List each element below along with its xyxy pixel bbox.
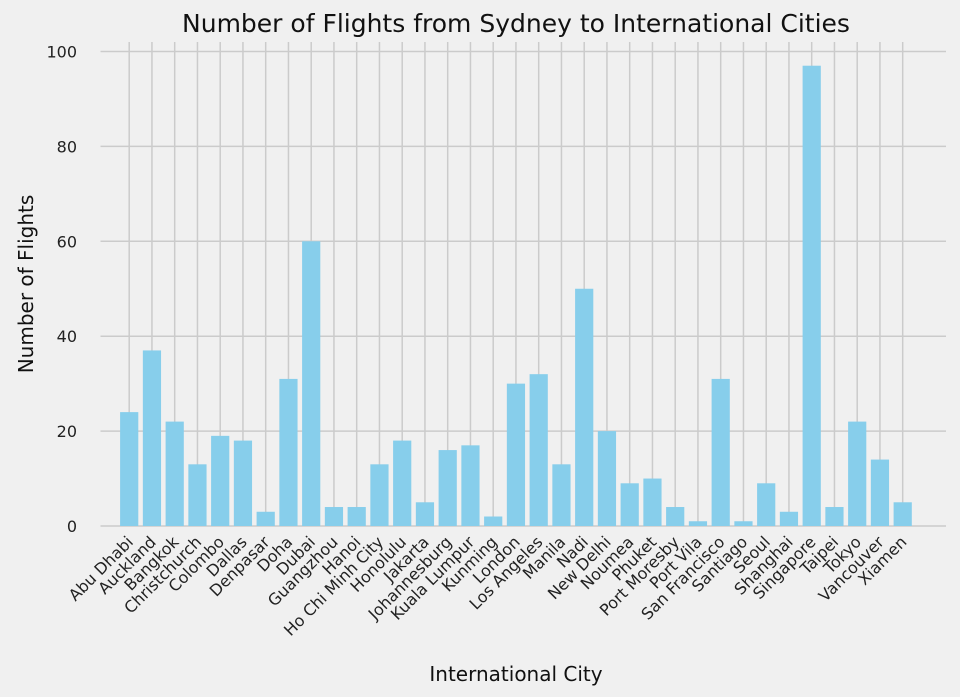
bar [597,431,617,526]
bar [643,478,662,526]
bar [256,511,275,526]
bar [688,521,708,526]
bar [302,241,321,526]
bar [484,516,503,526]
x-axis-label: International City [429,662,602,686]
bar [757,483,776,526]
bar [120,412,139,526]
chart-title: Number of Flights from Sydney to Interna… [182,9,850,38]
bar [188,464,207,526]
bar [347,507,366,526]
bar [779,511,799,526]
bars [120,65,912,526]
y-tick-label: 0 [67,517,77,536]
bar [734,521,753,526]
bar [142,350,162,526]
y-tick-label: 40 [57,327,77,346]
bar [825,507,844,526]
x-axis-ticks: Abu DhabiAucklandBangkokChristchurchColo… [65,532,911,640]
bar [211,435,230,526]
bar [552,464,571,526]
y-tick-label: 20 [57,422,77,441]
y-tick-label: 60 [57,232,77,251]
bar [279,378,298,526]
y-axis-ticks: 0 20 40 60 80 100 [46,42,77,536]
bar [438,450,457,526]
bar [711,378,730,526]
bar [324,507,344,526]
bar [893,502,912,526]
bar [506,383,526,526]
bar [575,288,594,526]
y-axis-label: Number of Flights [14,195,38,374]
bar [393,440,412,526]
bar [666,507,685,526]
bar [802,65,821,526]
bar [461,445,480,526]
bar [620,483,639,526]
bar [415,502,435,526]
bar [165,421,184,526]
y-tick-label: 80 [57,137,77,156]
bar [848,421,867,526]
bar [870,459,890,526]
bar [529,374,548,526]
y-tick-label: 100 [46,42,77,61]
bar [370,464,389,526]
bar [233,440,253,526]
